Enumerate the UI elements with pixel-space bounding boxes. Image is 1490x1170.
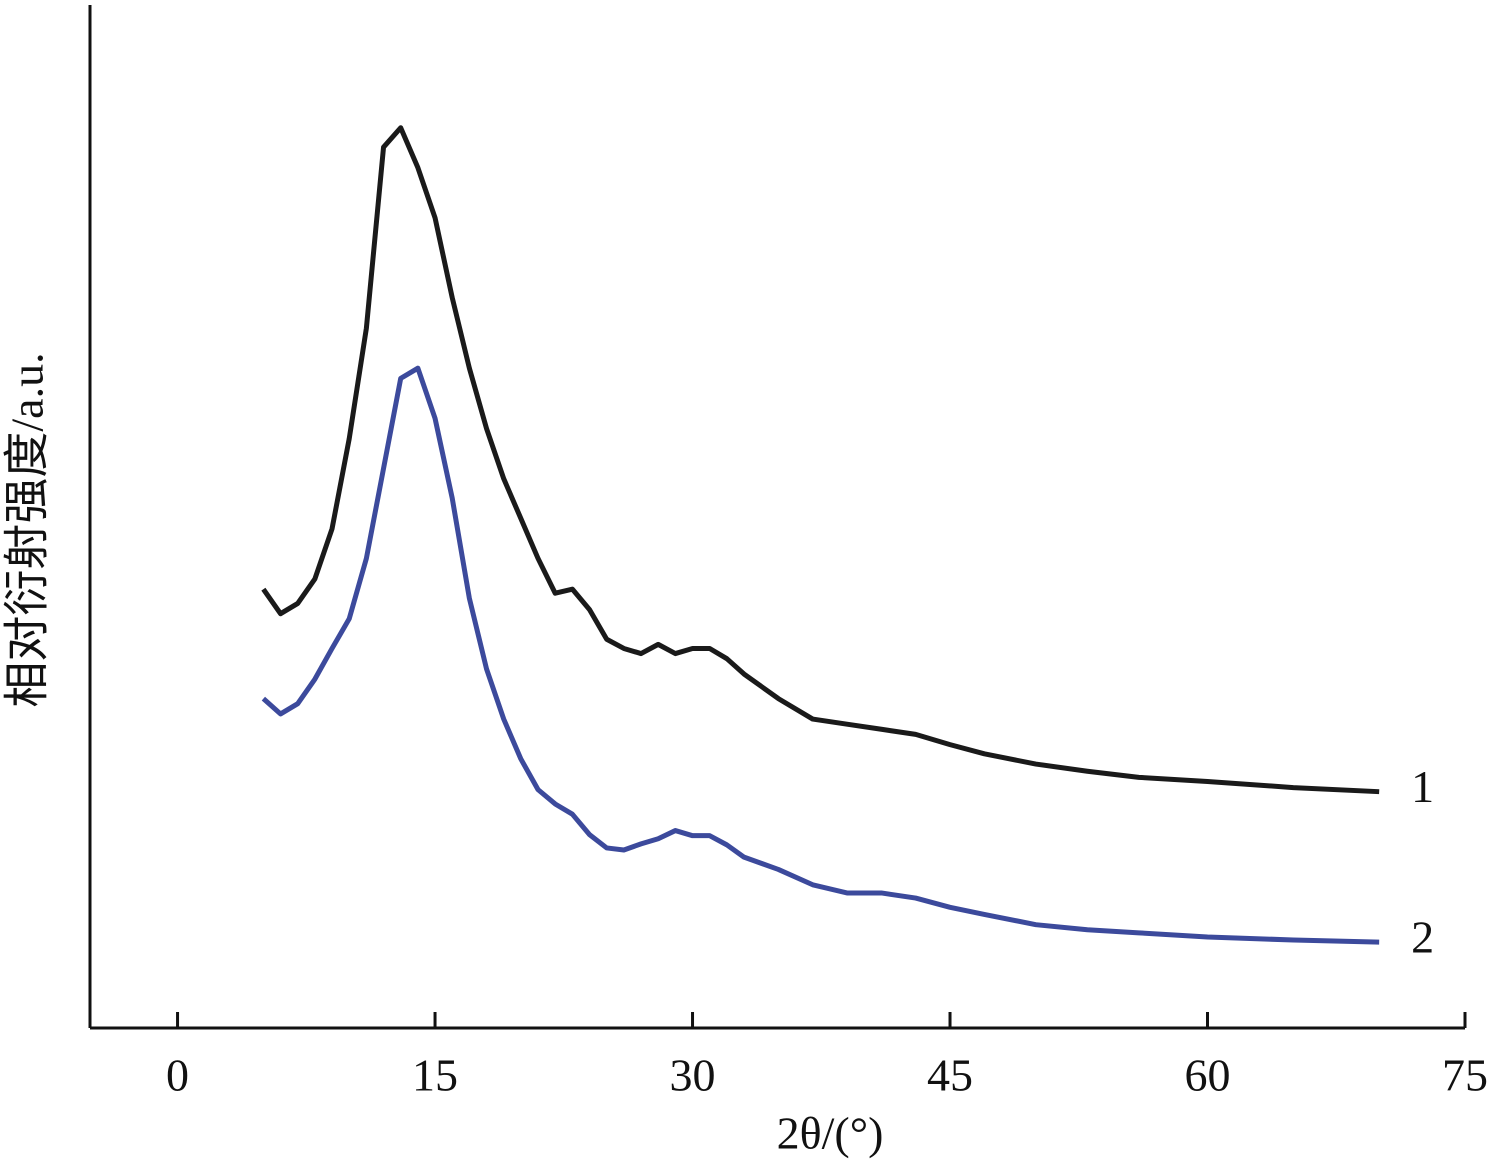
x-tick-label: 75 (1442, 1050, 1488, 1101)
series-label: 2 (1411, 912, 1434, 963)
series-line (261, 365, 1380, 945)
x-tick-label: 60 (1185, 1050, 1231, 1101)
x-tick-label: 15 (412, 1050, 458, 1101)
x-axis-label: 2θ/(°) (777, 1108, 884, 1159)
y-axis-label: 相对衍射强度/a.u. (2, 352, 53, 707)
x-tick-label: 30 (670, 1050, 716, 1101)
x-tick-label: 0 (166, 1050, 189, 1101)
x-tick-label: 45 (927, 1050, 973, 1101)
series-line (261, 125, 1380, 795)
series-label: 1 (1411, 761, 1434, 812)
